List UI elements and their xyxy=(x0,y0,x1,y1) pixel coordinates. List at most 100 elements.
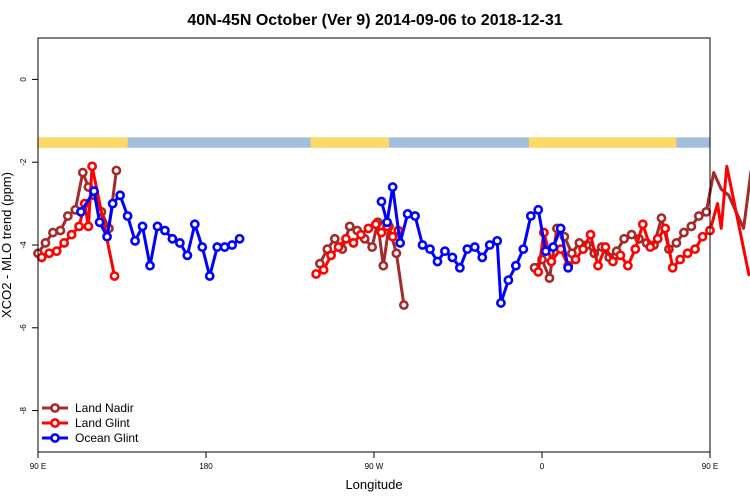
ocean-glint-point xyxy=(227,240,238,250)
chart-title: 40N-45N October (Ver 9) 2014-09-06 to 20… xyxy=(187,12,562,29)
x-axis: 90 E 180 90 W 0 90 E xyxy=(30,452,718,471)
ocean-glint-point xyxy=(496,298,506,308)
land-nadir-point xyxy=(398,300,409,310)
y-tick-label: -6 xyxy=(19,324,28,332)
land-nadir-point xyxy=(329,233,340,244)
land-glint-point xyxy=(311,269,322,279)
land-nadir-point xyxy=(544,273,555,284)
y-axis: 0 -2 -4 -6 -8 xyxy=(19,77,38,414)
land-band xyxy=(310,137,389,148)
land-nadir-point xyxy=(111,165,122,176)
legend-marker xyxy=(50,418,60,428)
ocean-glint-point xyxy=(402,209,413,219)
ocean-glint-point xyxy=(382,217,392,228)
ocean-glint-point xyxy=(548,242,559,252)
land-ocean-strip xyxy=(38,137,710,148)
ocean-glint-point xyxy=(410,211,420,221)
ocean-glint-point xyxy=(395,238,406,248)
ocean-glint-point xyxy=(555,223,566,234)
land-glint-point xyxy=(109,271,120,281)
ocean-glint-point xyxy=(540,246,551,257)
land-glint-point xyxy=(74,221,84,232)
x-tick-label: 90 E xyxy=(702,462,718,471)
ocean-glint-point xyxy=(447,252,458,263)
ocean-glint-point xyxy=(533,204,544,215)
land-glint-point xyxy=(36,252,47,263)
land-nadir-point xyxy=(686,221,697,232)
land-glint-point xyxy=(333,242,344,252)
legend-label: Land Nadir xyxy=(75,401,134,415)
ocean-glint-point xyxy=(115,190,126,201)
land-nadir-point xyxy=(55,225,66,236)
land-glint-point xyxy=(637,219,648,230)
land-nadir-point xyxy=(693,211,704,221)
land-glint-point xyxy=(585,229,596,240)
land-glint-point xyxy=(363,223,374,234)
land-nadir-point xyxy=(367,242,378,252)
ocean-glint-point xyxy=(477,252,488,263)
ocean-glint-point xyxy=(197,242,208,252)
ocean-glint-point xyxy=(563,262,574,273)
land-band xyxy=(38,137,128,148)
land-glint-point xyxy=(533,267,544,277)
ocean-glint-point xyxy=(219,242,230,252)
y-tick-label: -8 xyxy=(19,406,28,414)
land-glint-point xyxy=(697,231,708,242)
land-nadir-point xyxy=(678,227,689,238)
land-glint-point xyxy=(578,244,588,255)
land-nadir-point xyxy=(391,248,402,259)
x-axis-label: Longitude xyxy=(345,477,402,492)
ocean-glint-point xyxy=(107,198,118,209)
ocean-glint-point xyxy=(440,246,450,257)
ocean-glint-point xyxy=(492,235,503,246)
x-tick-label: 180 xyxy=(199,462,213,471)
legend-marker xyxy=(50,433,60,443)
land-nadir-point xyxy=(48,227,58,238)
land-glint-point xyxy=(348,238,359,248)
land-nadir-point xyxy=(378,260,389,271)
ocean-glint-point xyxy=(102,231,112,242)
land-glint-point xyxy=(622,260,633,271)
legend-label: Ocean Glint xyxy=(75,431,139,445)
land-glint-point xyxy=(652,233,663,244)
ocean-glint-point xyxy=(212,242,223,252)
land-glint-point xyxy=(660,223,671,234)
ocean-glint-point xyxy=(525,211,536,221)
land-nadir-point xyxy=(671,238,682,248)
ocean-glint-point xyxy=(89,186,99,197)
ocean-glint-point xyxy=(387,182,398,192)
land-glint-point xyxy=(570,254,581,265)
land-nadir-point xyxy=(77,167,88,178)
ocean-glint-point xyxy=(94,217,105,228)
x-tick-label: 90 W xyxy=(365,462,384,471)
land-nadir-point xyxy=(626,229,637,240)
ocean-glint-point xyxy=(484,240,495,250)
ocean-glint-point xyxy=(160,225,170,236)
land-glint-point xyxy=(44,248,55,259)
ocean-glint-point xyxy=(425,244,435,255)
legend-marker xyxy=(50,403,60,413)
land-nadir-point xyxy=(344,221,355,232)
land-glint-point xyxy=(59,238,70,248)
ocean-glint-point xyxy=(130,235,140,246)
ocean-glint-point xyxy=(137,221,148,232)
y-tick-label: -2 xyxy=(19,158,28,166)
land-glint-point xyxy=(376,227,387,238)
ocean-glint-point xyxy=(76,206,86,217)
ocean-glint-point xyxy=(189,219,200,230)
land-glint-point xyxy=(318,264,329,275)
ocean-glint-point xyxy=(204,271,215,281)
land-band xyxy=(528,137,677,148)
land-glint-point xyxy=(341,233,351,244)
land-glint-point xyxy=(87,161,98,172)
ocean-glint-point xyxy=(174,238,185,248)
land-glint-point xyxy=(690,244,700,255)
land-glint-point xyxy=(608,256,618,267)
land-glint-point xyxy=(66,229,77,240)
land-glint-point xyxy=(615,250,626,261)
ocean-glint-point xyxy=(417,240,428,250)
x-tick-label: 0 xyxy=(540,462,545,471)
legend-label: Land Glint xyxy=(75,416,130,430)
